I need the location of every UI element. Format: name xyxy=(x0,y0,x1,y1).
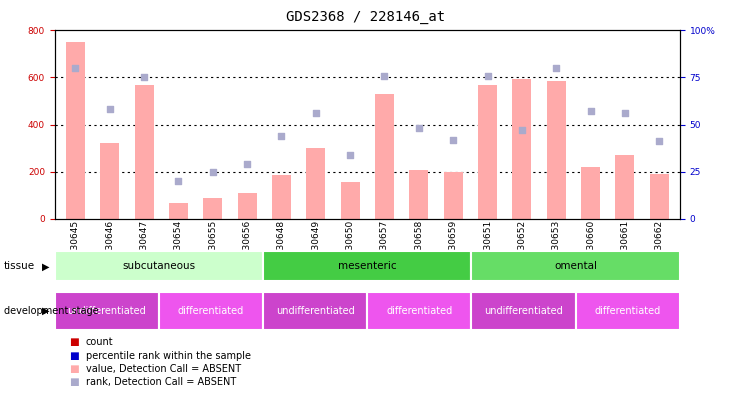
Text: undifferentiated: undifferentiated xyxy=(276,306,355,316)
Point xyxy=(344,151,356,158)
Point xyxy=(516,127,528,133)
Bar xyxy=(263,292,367,330)
Bar xyxy=(272,175,291,219)
Point xyxy=(207,168,219,175)
Point xyxy=(585,108,596,115)
Bar xyxy=(238,193,257,219)
Text: undifferentiated: undifferentiated xyxy=(67,306,146,316)
Text: ▶: ▶ xyxy=(42,306,50,316)
Bar xyxy=(375,94,394,219)
Bar xyxy=(478,85,497,219)
Text: subcutaneous: subcutaneous xyxy=(122,261,196,271)
Bar xyxy=(581,167,600,219)
Point xyxy=(104,106,115,113)
Text: differentiated: differentiated xyxy=(178,306,244,316)
Text: ▶: ▶ xyxy=(42,261,50,271)
Point xyxy=(173,178,184,184)
Point xyxy=(241,161,253,167)
Point xyxy=(379,72,390,79)
Bar xyxy=(66,42,85,219)
Bar xyxy=(471,292,575,330)
Point xyxy=(550,65,562,71)
Text: GDS2368 / 228146_at: GDS2368 / 228146_at xyxy=(286,10,445,24)
Text: differentiated: differentiated xyxy=(594,306,661,316)
Point xyxy=(654,138,665,145)
Text: value, Detection Call = ABSENT: value, Detection Call = ABSENT xyxy=(86,364,240,374)
Text: differentiated: differentiated xyxy=(386,306,452,316)
Bar xyxy=(169,203,188,219)
Bar xyxy=(367,292,471,330)
Bar xyxy=(444,172,463,219)
Text: ■: ■ xyxy=(69,337,79,347)
Bar xyxy=(55,292,159,330)
Point xyxy=(276,132,287,139)
Bar xyxy=(100,143,119,219)
Bar xyxy=(263,251,471,281)
Text: tissue: tissue xyxy=(4,261,35,271)
Bar xyxy=(409,171,428,219)
Bar xyxy=(616,155,635,219)
Bar xyxy=(547,81,566,219)
Text: count: count xyxy=(86,337,113,347)
Point xyxy=(482,72,493,79)
Bar xyxy=(575,292,680,330)
Text: omental: omental xyxy=(554,261,597,271)
Bar xyxy=(203,198,222,219)
Bar xyxy=(55,251,263,281)
Text: percentile rank within the sample: percentile rank within the sample xyxy=(86,351,251,360)
Point xyxy=(310,110,322,117)
Bar xyxy=(159,292,263,330)
Text: ■: ■ xyxy=(69,364,79,374)
Text: rank, Detection Call = ABSENT: rank, Detection Call = ABSENT xyxy=(86,377,236,387)
Point xyxy=(619,110,631,117)
Bar xyxy=(512,79,531,219)
Bar xyxy=(650,174,669,219)
Text: ■: ■ xyxy=(69,351,79,360)
Point xyxy=(413,125,425,132)
Bar xyxy=(306,148,325,219)
Point xyxy=(138,74,150,81)
Text: development stage: development stage xyxy=(4,306,98,316)
Bar xyxy=(135,85,154,219)
Text: undifferentiated: undifferentiated xyxy=(484,306,563,316)
Text: ■: ■ xyxy=(69,377,79,387)
Text: mesenteric: mesenteric xyxy=(338,261,397,271)
Point xyxy=(69,65,81,71)
Bar xyxy=(471,251,680,281)
Point xyxy=(447,136,459,143)
Bar xyxy=(341,182,360,219)
